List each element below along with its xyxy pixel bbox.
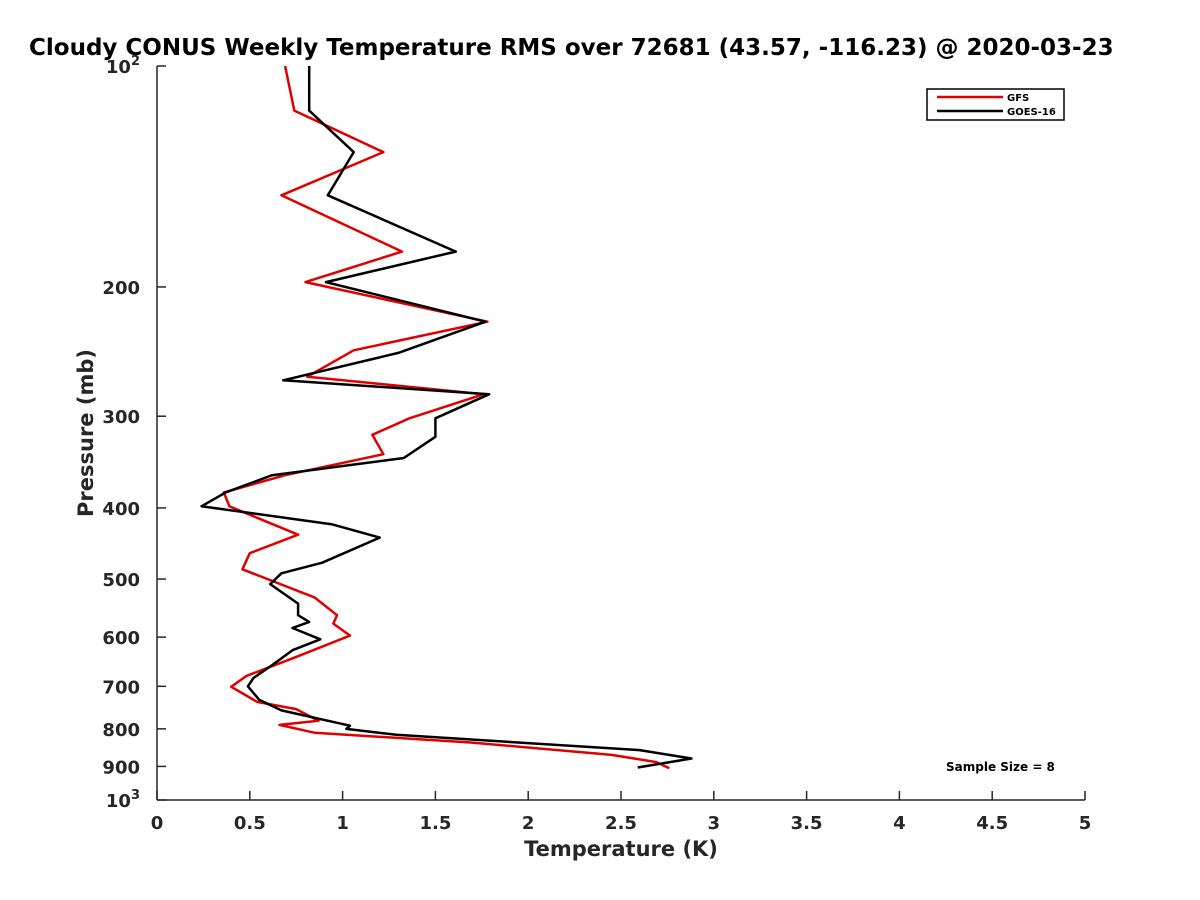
x-tick-label: 0 (151, 813, 164, 834)
x-tick-label: 5 (1079, 813, 1092, 834)
x-axis-ticks: 0 0.5 1 1.5 2 2.5 3 3.5 4 4.5 5 (151, 791, 1092, 834)
y-tick-label: 400 (102, 499, 140, 520)
y-tick-label: 300 (102, 407, 140, 428)
x-tick-label: 3 (708, 813, 721, 834)
plot-area (157, 66, 1085, 800)
legend-label-goes16: GOES-16 (1007, 107, 1056, 118)
x-tick-label: 1 (336, 813, 349, 834)
y-axis-label: Pressure (mb) (74, 349, 98, 517)
x-tick-label: 2.5 (605, 813, 637, 834)
series-line-gfs (222, 65, 670, 770)
sample-size-annotation: Sample Size = 8 (946, 760, 1055, 774)
x-tick-label: 3.5 (791, 813, 823, 834)
y-tick-label: 500 (102, 570, 140, 591)
y-axis-ticks: 102 200 300 400 500 600 700 800 900 103 (102, 54, 166, 812)
y-tick-label: 200 (102, 278, 140, 299)
legend-box (926, 88, 1065, 121)
legend-label-gfs: GFS (1007, 93, 1029, 104)
y-tick-label: 800 (102, 720, 140, 741)
y-tick-label: 102 (106, 54, 140, 78)
chart-title: Cloudy CONUS Weekly Temperature RMS over… (29, 35, 1114, 61)
x-tick-label: 4.5 (976, 813, 1008, 834)
series-line-goes16 (200, 66, 693, 769)
x-tick-label: 0.5 (234, 813, 266, 834)
y-tick-label: 600 (102, 628, 140, 649)
y-tick-label: 103 (106, 788, 140, 812)
legend: GFS GOES-16 (926, 88, 1065, 121)
y-tick-label: 700 (102, 677, 140, 698)
series-lines (200, 65, 693, 770)
x-tick-label: 1.5 (419, 813, 451, 834)
x-axis-label: Temperature (K) (524, 837, 718, 861)
x-tick-label: 4 (893, 813, 906, 834)
x-tick-label: 2 (522, 813, 535, 834)
y-tick-label: 900 (102, 757, 140, 778)
